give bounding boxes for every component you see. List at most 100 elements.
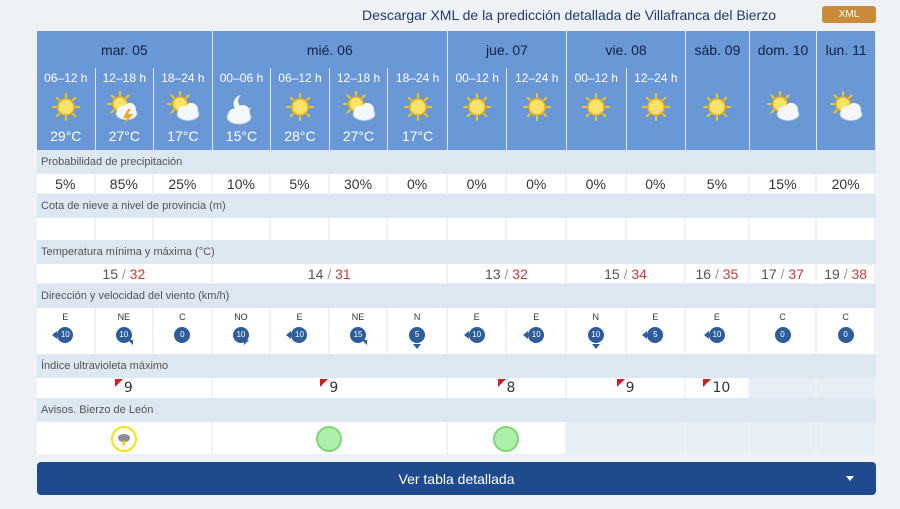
temp-separator: / bbox=[500, 265, 513, 282]
warn-label-row: Avisos. Bierzo de León bbox=[37, 398, 876, 422]
day-header[interactable]: vie. 08 bbox=[567, 31, 687, 68]
period-hours: 06–12 h bbox=[37, 68, 96, 88]
period-cell bbox=[626, 88, 687, 150]
green-level-icon[interactable] bbox=[316, 426, 343, 452]
uv-value: 10 bbox=[712, 380, 731, 396]
sun-icon bbox=[567, 88, 626, 126]
temp-label-row: Temperatura mínima y máxima (°C) bbox=[37, 240, 876, 264]
wind-speed: 0 bbox=[774, 327, 791, 343]
period-temperature: 17°C bbox=[167, 128, 199, 144]
snow-value bbox=[817, 218, 876, 240]
wind-direction: N bbox=[592, 312, 600, 322]
period-cell bbox=[447, 88, 508, 150]
forecast-table: mar. 05 mié. 06 jue. 07 vie. 08 sáb. 09 dom. … bbox=[37, 31, 876, 454]
precip-value: 10% bbox=[212, 174, 272, 194]
uv-flag-icon bbox=[114, 379, 123, 387]
max-temp: 31 bbox=[335, 265, 351, 282]
wind-cell: NE 10 bbox=[95, 308, 155, 354]
day-header[interactable]: lun. 11 bbox=[817, 31, 876, 68]
precip-value: 5% bbox=[37, 174, 96, 194]
storm-warning-icon[interactable] bbox=[110, 426, 137, 452]
wind-cell: E 10 bbox=[37, 308, 96, 354]
sun-icon bbox=[686, 88, 749, 126]
precip-row: 5% 85% 25% 10% 5% 30% 0% 0% 0% 0% 0% 5% 15% 20% bbox=[37, 174, 876, 194]
sun-icon bbox=[271, 88, 329, 126]
wind-arrow-icon: 10 bbox=[703, 326, 726, 344]
wind-arrow-icon: 5 bbox=[408, 326, 426, 349]
precip-value: 0% bbox=[626, 174, 687, 194]
wind-direction: E bbox=[652, 312, 659, 322]
temp-separator: / bbox=[711, 265, 723, 282]
wind-direction: E bbox=[473, 312, 480, 322]
precip-label-row: Probabilidad de precipitación bbox=[37, 150, 876, 174]
wind-cell: NO 10 bbox=[212, 308, 272, 354]
snow-value bbox=[95, 218, 155, 240]
wind-cell: E 10 bbox=[447, 308, 508, 354]
xml-badge[interactable]: XML bbox=[822, 6, 876, 23]
detailed-table-button[interactable]: Ver tabla detallada bbox=[37, 462, 876, 495]
sky-icon-row: 29°C 27°C 17°C 15°C 28°C 27°C 17°C bbox=[37, 88, 876, 150]
sun-cloud-storm-icon bbox=[96, 88, 154, 126]
wind-arrow-icon: 10 bbox=[115, 326, 133, 345]
wind-cell: E 10 bbox=[686, 308, 750, 354]
minmax-cell: 16 / 35 bbox=[686, 264, 750, 284]
period-hours: 06–12 h bbox=[271, 68, 330, 88]
uv-value: 9 bbox=[625, 380, 635, 396]
snow-value bbox=[626, 218, 687, 240]
snow-value bbox=[271, 218, 330, 240]
period-cell: 17°C bbox=[388, 88, 448, 150]
wind-label: Dirección y velocidad del viento (km/h) bbox=[37, 284, 876, 308]
top-bar: Descargar XML de la predicción detallada… bbox=[0, 0, 900, 30]
temp-separator: / bbox=[118, 265, 130, 282]
green-level-icon[interactable] bbox=[493, 426, 520, 452]
wind-direction: E bbox=[713, 312, 720, 322]
precip-value: 0% bbox=[388, 174, 448, 194]
day-header[interactable]: dom. 10 bbox=[749, 31, 818, 68]
max-temp: 35 bbox=[722, 265, 739, 282]
day-header[interactable]: mié. 06 bbox=[212, 31, 448, 68]
precip-value: 5% bbox=[686, 174, 750, 194]
sun-cloud-icon bbox=[750, 88, 817, 126]
day-header[interactable]: sáb. 09 bbox=[686, 31, 750, 68]
uv-cell: 10 bbox=[686, 378, 750, 398]
warnings-row bbox=[37, 422, 876, 454]
wind-arrow-icon: 10 bbox=[463, 326, 486, 344]
snow-value bbox=[447, 218, 508, 240]
wind-arrow-icon: 0 bbox=[837, 326, 855, 344]
warning-cell bbox=[212, 422, 448, 454]
uv-flag-icon bbox=[320, 379, 329, 387]
snow-value bbox=[388, 218, 448, 240]
wind-speed: 0 bbox=[837, 327, 854, 343]
wind-speed: 10 bbox=[291, 327, 308, 343]
period-cell bbox=[817, 88, 876, 150]
period-hours: 12–24 h bbox=[507, 68, 568, 88]
period-cell: 27°C bbox=[329, 88, 389, 150]
warning-cell bbox=[749, 422, 818, 454]
period-cell bbox=[567, 88, 627, 150]
period-hours bbox=[749, 68, 818, 88]
day-header[interactable]: jue. 07 bbox=[447, 31, 568, 68]
uv-label: Índice ultravioleta máximo bbox=[37, 354, 876, 378]
snow-value bbox=[212, 218, 272, 240]
warn-label: Avisos. Bierzo de León bbox=[37, 398, 876, 422]
max-temp: 32 bbox=[512, 265, 528, 282]
precip-label: Probabilidad de precipitación bbox=[37, 150, 876, 174]
wind-direction: N bbox=[413, 312, 421, 322]
temp-separator: / bbox=[323, 265, 336, 282]
warning-cell bbox=[686, 422, 750, 454]
day-header[interactable]: mar. 05 bbox=[37, 31, 213, 68]
download-xml-link[interactable]: Descargar XML de la predicción detallada… bbox=[361, 7, 776, 23]
uv-cell: 9 bbox=[212, 378, 448, 398]
wind-speed: 5 bbox=[409, 327, 426, 343]
period-hours bbox=[817, 68, 876, 88]
detailed-table-button-label: Ver tabla detallada bbox=[398, 470, 515, 487]
sun-cloud-icon bbox=[330, 88, 388, 126]
wind-direction: NE bbox=[117, 312, 131, 322]
wind-direction: NO bbox=[234, 312, 248, 322]
sun-icon bbox=[507, 88, 566, 126]
wind-direction: C bbox=[179, 312, 186, 322]
max-temp: 38 bbox=[851, 265, 868, 282]
wind-arrow-icon: 15 bbox=[349, 326, 368, 345]
